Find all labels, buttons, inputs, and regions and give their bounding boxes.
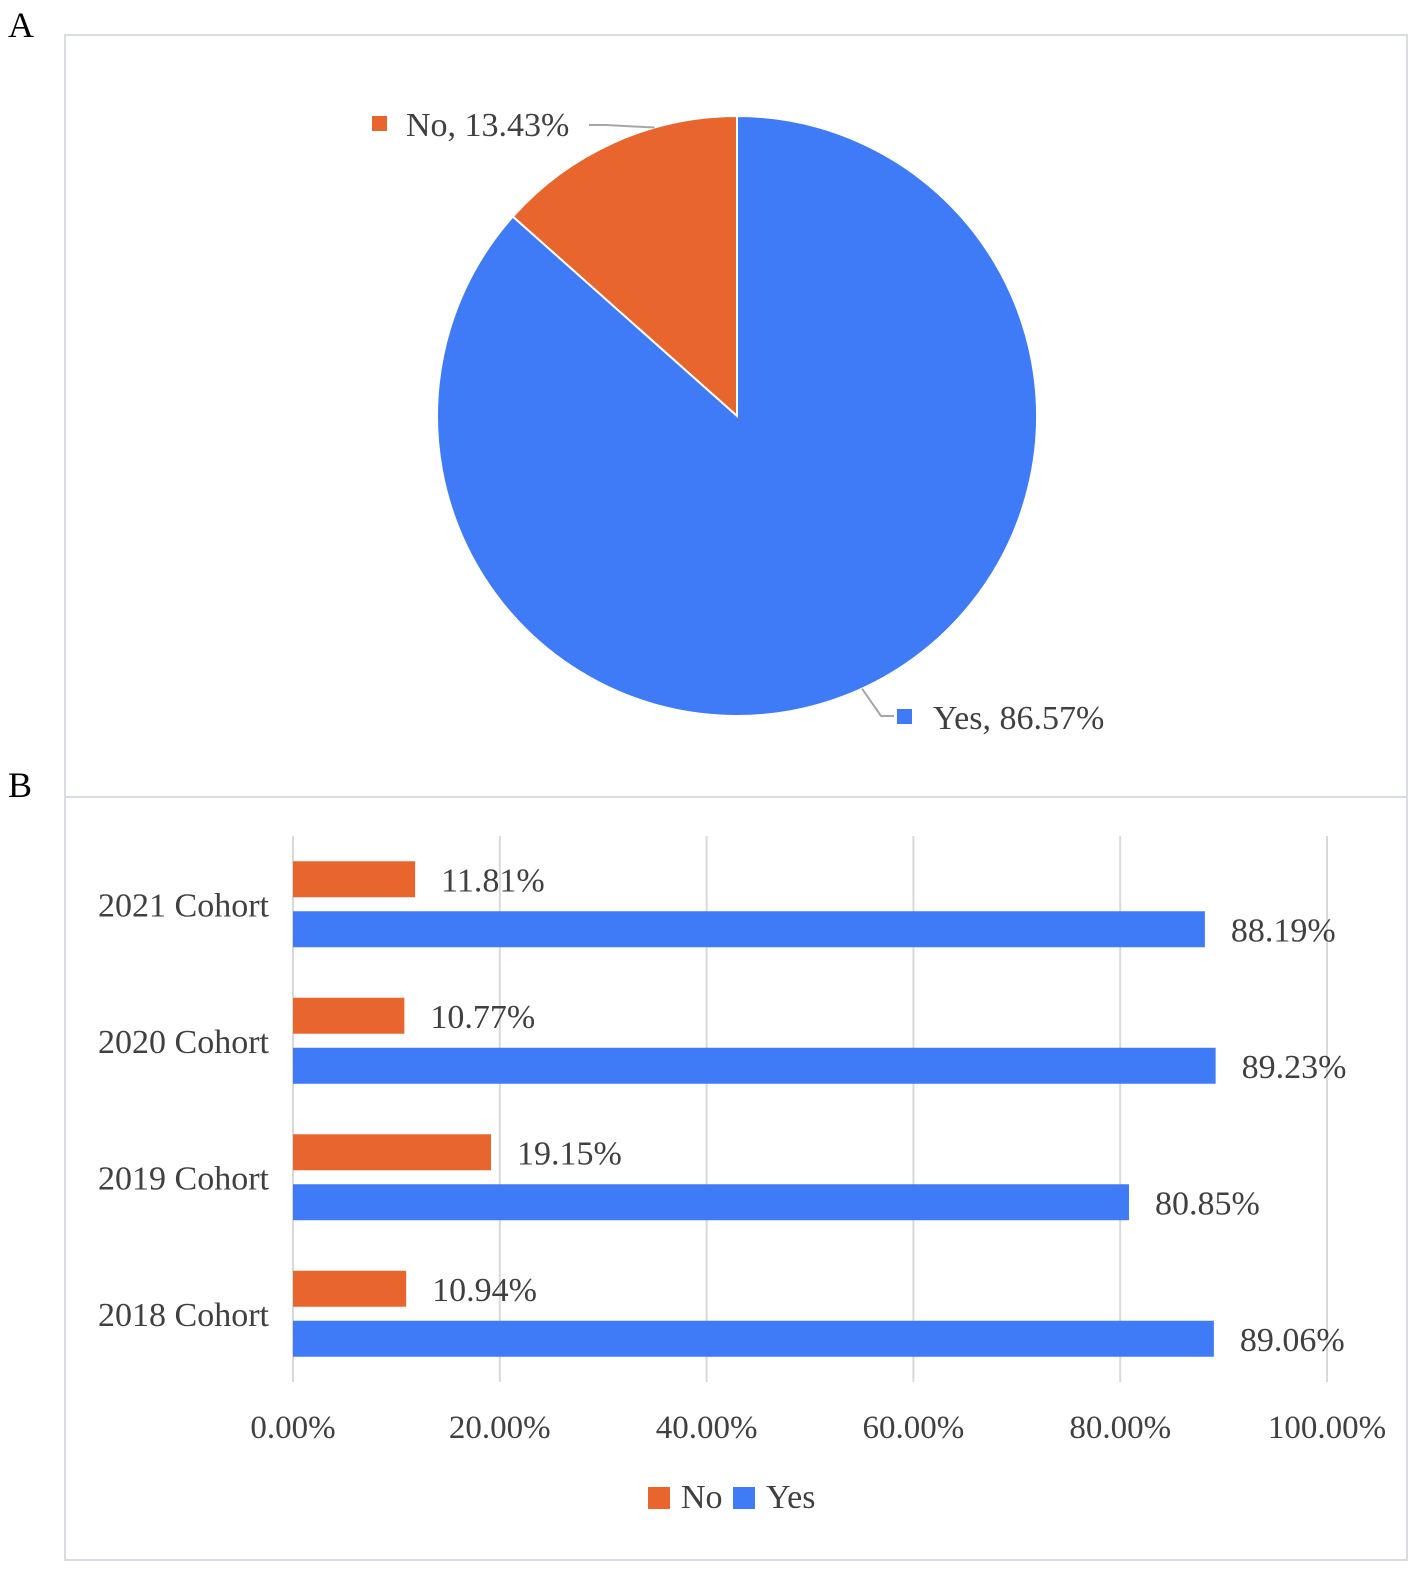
pie-label-no: No, 13.43%	[406, 107, 569, 144]
pie-label-swatch-no	[372, 116, 387, 131]
pie-leader-line-no	[589, 124, 655, 129]
x-tick-label: 100.00%	[1268, 1410, 1386, 1446]
data-label-no: 11.81%	[441, 862, 545, 899]
category-label: 2020 Cohort	[98, 1024, 270, 1061]
pie-slice-yes	[436, 114, 1038, 717]
bar-no	[293, 997, 405, 1034]
data-label-no: 10.94%	[432, 1272, 537, 1309]
pie-leader-line-yes	[861, 688, 894, 717]
x-tick-label: 20.00%	[449, 1410, 551, 1446]
bar-yes	[293, 1184, 1129, 1221]
data-label-yes: 88.19%	[1231, 912, 1336, 949]
pie-label-swatch-yes	[897, 709, 912, 724]
pie-slice-no	[511, 114, 738, 419]
pie-chart-panel: No, 13.43% Yes, 86.57%	[64, 34, 1408, 798]
bar-no	[293, 1134, 492, 1171]
x-tick-label: 60.00%	[863, 1410, 965, 1446]
bar-yes	[293, 911, 1205, 948]
panel-a-letter: A	[8, 5, 34, 45]
bar-chart: 0.00% 20.00% 40.00% 60.00% 80.00% 100.00% 2021…	[98, 836, 1386, 1516]
legend-label-yes: Yes	[766, 1479, 815, 1516]
data-label-no: 19.15%	[517, 1135, 622, 1172]
data-label-yes: 89.23%	[1242, 1049, 1347, 1086]
bar-no	[293, 861, 416, 898]
legend-swatch-yes	[733, 1487, 755, 1509]
pie-chart: No, 13.43% Yes, 86.57%	[372, 107, 1104, 737]
pie-label-yes: Yes, 86.57%	[933, 700, 1104, 737]
category-label: 2018 Cohort	[98, 1297, 270, 1334]
data-label-yes: 89.06%	[1240, 1322, 1345, 1359]
x-tick-label: 0.00%	[250, 1410, 335, 1446]
bar-chart-panel: 0.00% 20.00% 40.00% 60.00% 80.00% 100.00% 2021…	[64, 796, 1408, 1561]
bar-no	[293, 1270, 407, 1307]
bar-yes	[293, 1320, 1214, 1357]
category-label: 2021 Cohort	[98, 887, 270, 924]
category-label: 2019 Cohort	[98, 1160, 270, 1197]
bar-yes	[293, 1047, 1216, 1084]
x-tick-label: 80.00%	[1069, 1410, 1171, 1446]
data-label-no: 10.77%	[430, 999, 535, 1036]
panel-b-letter: B	[8, 765, 33, 805]
data-label-yes: 80.85%	[1155, 1185, 1260, 1222]
x-tick-label: 40.00%	[656, 1410, 758, 1446]
legend-label-no: No	[681, 1479, 723, 1516]
legend-swatch-no	[648, 1487, 670, 1509]
